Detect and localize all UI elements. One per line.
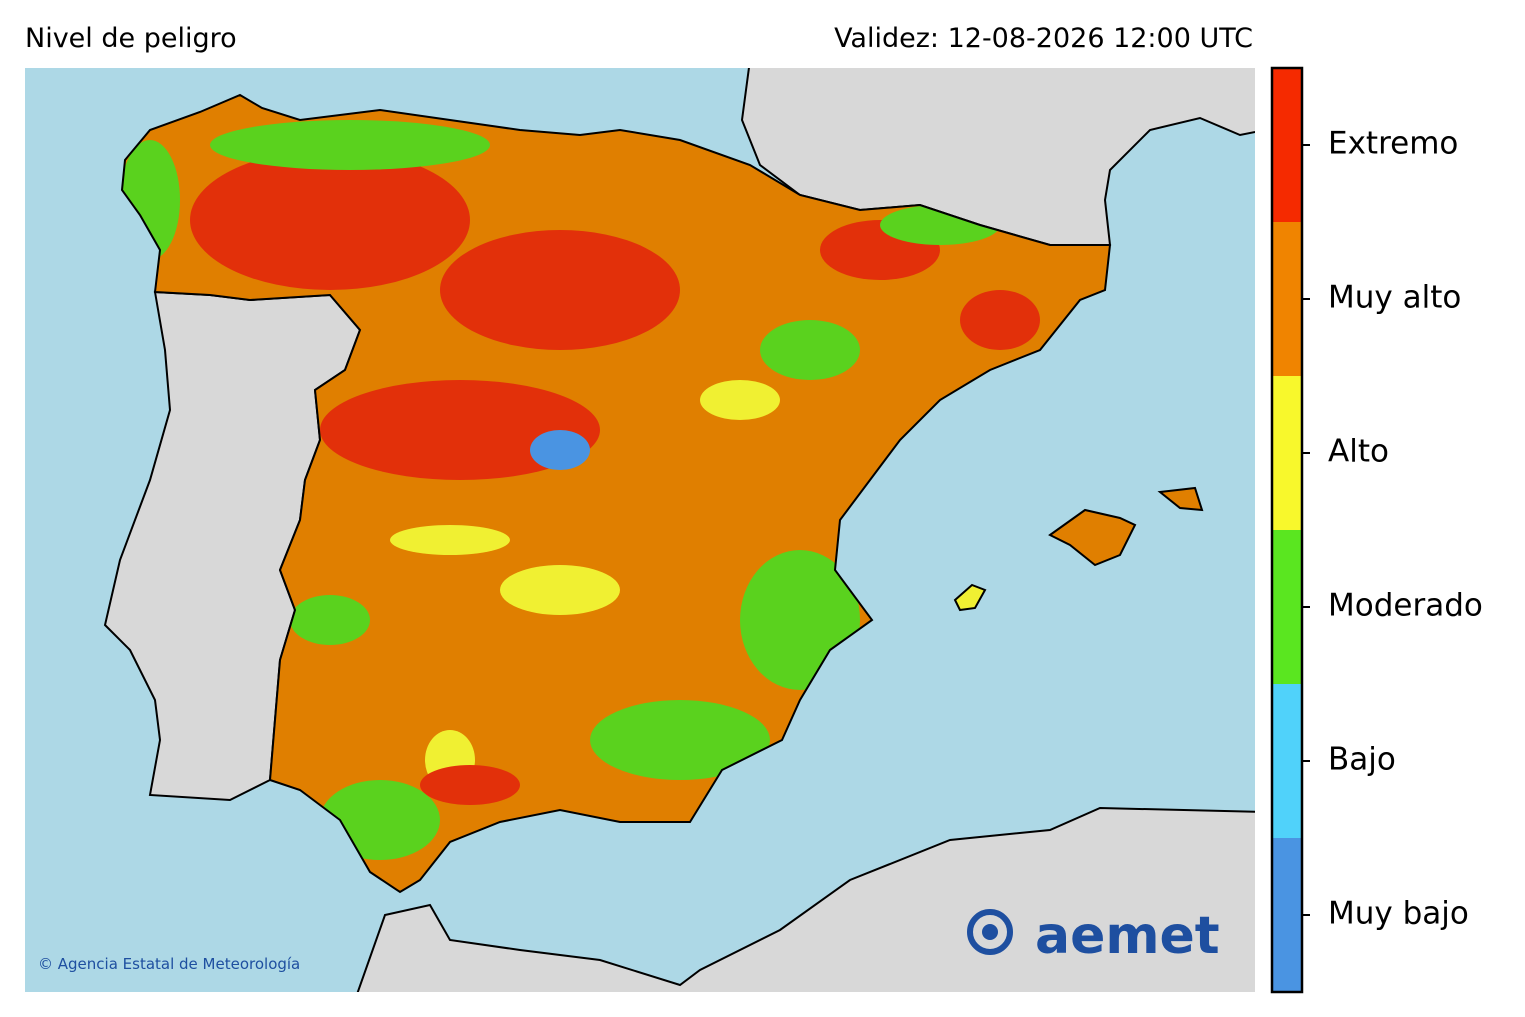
- colorbar-frame: [1270, 66, 1304, 994]
- legend-label: Alto: [1328, 434, 1389, 470]
- mallorca: [1048, 508, 1137, 567]
- legend-label: Moderado: [1328, 588, 1483, 624]
- legend-label: Muy bajo: [1328, 896, 1469, 932]
- legend-label: Extremo: [1328, 126, 1458, 162]
- menorca: [1157, 486, 1204, 512]
- colorbar-segment: [1272, 222, 1302, 376]
- credit: © Agencia Estatal de Meteorología: [38, 955, 300, 973]
- colorbar-segment: [1272, 376, 1302, 530]
- map-title: Nivel de peligro: [25, 23, 237, 54]
- colorbar-segment: [1272, 838, 1302, 992]
- colorbar-segment: [1272, 684, 1302, 838]
- validity: Validez: 12-08-2026 12:00 UTC: [834, 23, 1253, 54]
- colorbar-segment: [1272, 68, 1302, 222]
- colorbar: Extremo Muy alto Alto Moderado Bajo Muy bajo: [1272, 68, 1483, 992]
- africa: [356, 806, 1255, 992]
- logo: aemet: [967, 906, 1220, 966]
- legend-label: Bajo: [1328, 742, 1396, 778]
- legend-label: Muy alto: [1328, 280, 1461, 316]
- logo-text: aemet: [1035, 906, 1220, 966]
- ibiza: [953, 583, 987, 612]
- hazard-areas: [122, 120, 1040, 860]
- colorbar-segment: [1272, 530, 1302, 684]
- map: aemet © Agencia Estatal de Meteorología: [25, 68, 1255, 992]
